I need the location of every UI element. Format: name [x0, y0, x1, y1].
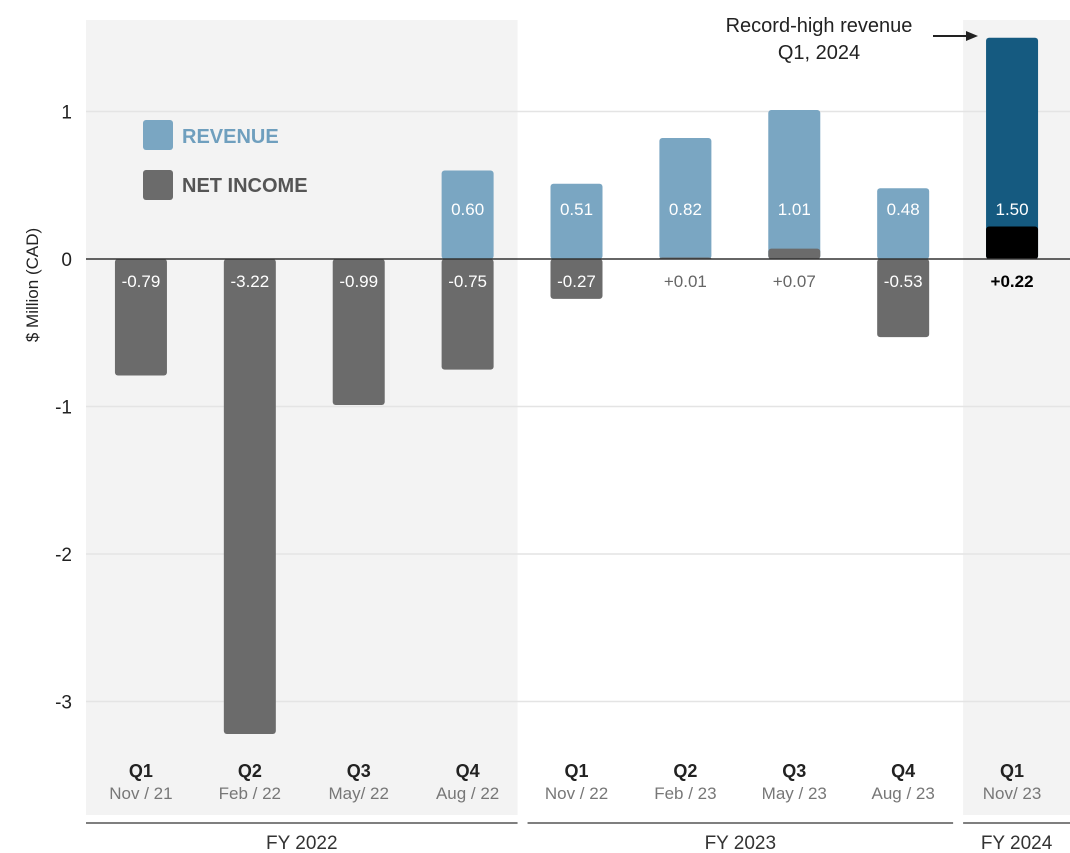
annotation-line1: Record-high revenue [726, 15, 913, 37]
annotation-line2: Q1, 2024 [778, 42, 860, 64]
x-date-label: Nov / 21 [109, 784, 172, 803]
legend-swatch-net-income [143, 170, 173, 200]
net-income-value-label: -0.27 [557, 272, 596, 291]
fy-label: FY 2024 [981, 833, 1053, 853]
net-income-value-label: +0.01 [664, 272, 707, 291]
revenue-bar [659, 138, 712, 259]
x-quarter-label: Q2 [673, 761, 697, 781]
x-date-label: Nov/ 23 [983, 784, 1042, 803]
net-income-bar [441, 259, 494, 370]
net-income-bar [114, 259, 167, 376]
net-income-bar [550, 259, 603, 299]
revenue-value-label: 1.01 [778, 200, 811, 219]
net-income-bar [768, 248, 821, 259]
y-tick-label: 1 [61, 103, 72, 124]
revenue-value-label: 0.48 [887, 200, 920, 219]
x-date-label: Feb / 23 [654, 784, 716, 803]
revenue-bar [986, 37, 1039, 259]
x-quarter-label: Q1 [1000, 761, 1024, 781]
fy-label: FY 2022 [266, 833, 337, 853]
net-income-bar [877, 259, 930, 338]
net-income-bar [986, 226, 1039, 259]
data-labels: -0.79 -3.22 -0.99 0.60 -0.75 0.51 -0.27 0.82 +0.… [122, 200, 1034, 291]
net-income-value-label: -0.75 [448, 272, 487, 291]
x-quarter-label: Q4 [456, 761, 480, 781]
net-income-value-label: -3.22 [230, 272, 269, 291]
x-date-label: Nov / 22 [545, 784, 608, 803]
x-date-label: May / 23 [762, 784, 827, 803]
legend-swatch-revenue [143, 120, 173, 150]
revenue-bar [441, 170, 494, 259]
legend-label-net-income: NET INCOME [182, 175, 308, 197]
revenue-bar [550, 183, 603, 259]
y-tick-label: -1 [55, 398, 72, 419]
revenue-value-label: 0.60 [451, 200, 484, 219]
x-quarter-label: Q4 [891, 761, 915, 781]
x-quarter-label: Q2 [238, 761, 262, 781]
y-tick-label: -3 [55, 693, 72, 714]
revenue-value-label: 0.51 [560, 200, 593, 219]
background-layer [86, 20, 1070, 815]
net-income-value-label: -0.53 [884, 272, 923, 291]
bars [114, 37, 1039, 734]
y-axis-label: $ Million (CAD) [23, 228, 42, 342]
legend: REVENUE NET INCOME [143, 120, 308, 200]
net-income-value-label: +0.22 [991, 272, 1034, 291]
revenue-bar [877, 188, 930, 259]
net-income-value-label: +0.07 [773, 272, 816, 291]
revenue-bar [768, 110, 821, 260]
revenue-value-label: 0.82 [669, 200, 702, 219]
net-income-value-label: -0.99 [339, 272, 378, 291]
net-income-value-label: -0.79 [122, 272, 161, 291]
revenue-value-label: 1.50 [996, 200, 1029, 219]
x-quarter-label: Q1 [564, 761, 588, 781]
y-tick-label: -2 [55, 545, 72, 566]
x-date-label: May/ 22 [328, 784, 388, 803]
x-quarter-label: Q1 [129, 761, 153, 781]
fy-shade-0 [86, 20, 518, 815]
x-date-label: Feb / 22 [219, 784, 281, 803]
y-tick-label: 0 [61, 250, 72, 271]
net-income-bar [223, 259, 276, 734]
annotation: Record-high revenue Q1, 2024 [726, 15, 978, 64]
x-axis-categories: Q1 Nov / 21 Q2 Feb / 22 Q3 May/ 22 Q4 Aug / 22 Q… [109, 761, 1041, 803]
fiscal-year-groups: FY 2022 FY 2023 FY 2024 [86, 822, 1070, 853]
x-date-label: Aug / 22 [436, 784, 499, 803]
fy-label: FY 2023 [705, 833, 776, 853]
net-income-bar [332, 259, 385, 406]
legend-label-revenue: REVENUE [182, 126, 279, 148]
axes: $ Million (CAD) 1 0 -1 -2 -3 [23, 103, 72, 714]
x-quarter-label: Q3 [347, 761, 371, 781]
x-quarter-label: Q3 [782, 761, 806, 781]
annotation-arrowhead [966, 31, 978, 41]
x-date-label: Aug / 23 [872, 784, 935, 803]
